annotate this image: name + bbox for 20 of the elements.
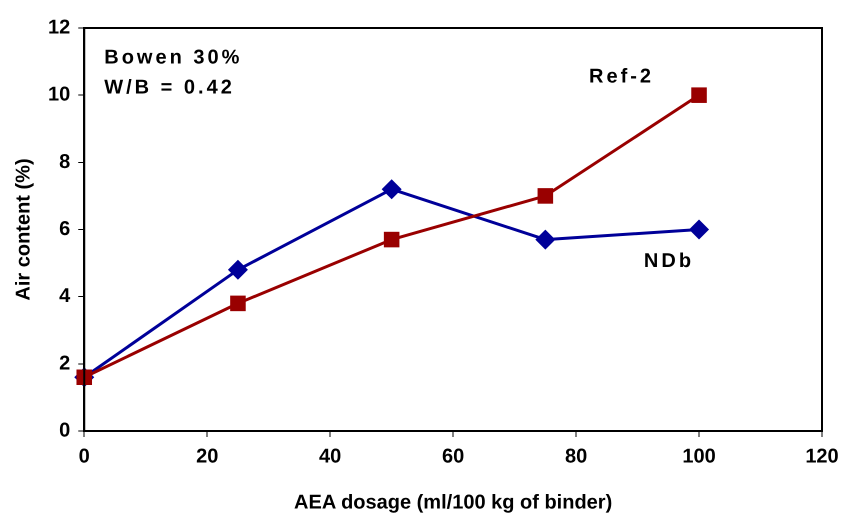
x-tick-label: 100 [682,446,716,468]
y-tick-label: 10 [48,84,70,106]
y-tick-label: 0 [59,420,70,442]
y-tick-label: 8 [59,150,70,173]
x-tick-label: 0 [78,446,90,468]
y-tick-label: 2 [59,352,70,374]
x-tick-label: 40 [319,446,342,468]
annotation: Bowen 30% [104,46,242,69]
annotation: W/B = 0.42 [104,76,235,99]
x-axis-title: AEA dosage (ml/100 kg of binder) [294,492,612,514]
series-label: Ref-2 [589,66,654,88]
y-axis-title: Air content (%) [12,158,35,301]
x-tick-label: 20 [196,446,218,468]
y-tick-label: 4 [59,285,72,308]
series-label: NDb [644,250,694,272]
y-tick-label: 12 [48,16,70,39]
y-tick-label: 6 [59,218,70,240]
x-tick-label: 80 [564,446,588,468]
x-tick-label: 120 [805,446,839,468]
x-tick-label: 60 [442,446,464,468]
